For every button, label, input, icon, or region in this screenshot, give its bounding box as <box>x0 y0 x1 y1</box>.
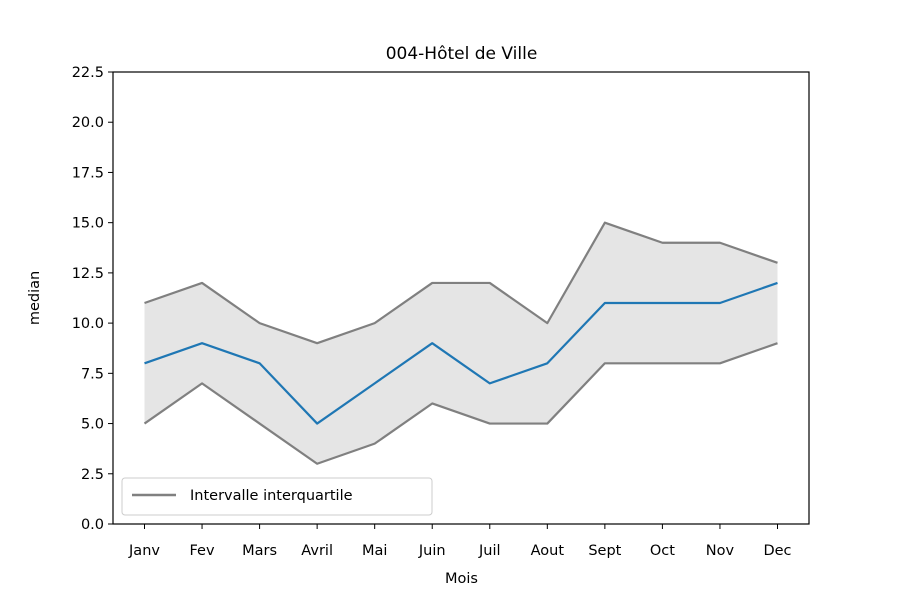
x-tick-label: Mai <box>362 543 387 559</box>
y-tick-label: 17.5 <box>72 165 104 181</box>
y-tick-label: 12.5 <box>72 266 104 282</box>
x-tick-label: Juil <box>478 543 501 559</box>
y-tick-label: 20.0 <box>72 115 104 131</box>
legend-box <box>121 477 433 516</box>
x-tick-label: Fev <box>190 543 215 559</box>
x-tick-label: Janv <box>128 543 160 559</box>
y-axis-title: median <box>27 271 43 325</box>
y-tick-label: 2.5 <box>81 467 104 483</box>
x-tick-label: Nov <box>706 543 735 559</box>
x-tick-label: Sept <box>588 543 621 559</box>
y-tick-label: 7.5 <box>81 366 104 382</box>
interquartile-band <box>144 222 778 464</box>
y-tick-label: 5.0 <box>81 417 104 433</box>
median-line <box>144 281 778 425</box>
legend-label: Intervalle interquartile <box>190 488 353 504</box>
x-tick-label: Oct <box>650 543 675 559</box>
legend: Intervalle interquartile <box>121 477 433 516</box>
y-tick-label: 0.0 <box>81 517 104 533</box>
lower-quartile-line <box>143 342 778 465</box>
x-tick-label: Aout <box>531 543 565 559</box>
y-tick-label: 10.0 <box>72 316 104 332</box>
y-tick-label: 15.0 <box>72 216 104 232</box>
x-tick-label: Dec <box>763 543 791 559</box>
plot-frame <box>112 71 810 525</box>
upper-quartile-line <box>144 221 778 345</box>
x-tick-label: Mars <box>242 543 277 559</box>
x-tick-label: Juin <box>418 543 446 559</box>
y-tick-label: 22.5 <box>72 65 104 81</box>
x-axis-title: Mois <box>445 571 478 587</box>
chart-title: 004-Hôtel de Ville <box>386 44 538 64</box>
x-tick-label: Avril <box>301 543 333 559</box>
